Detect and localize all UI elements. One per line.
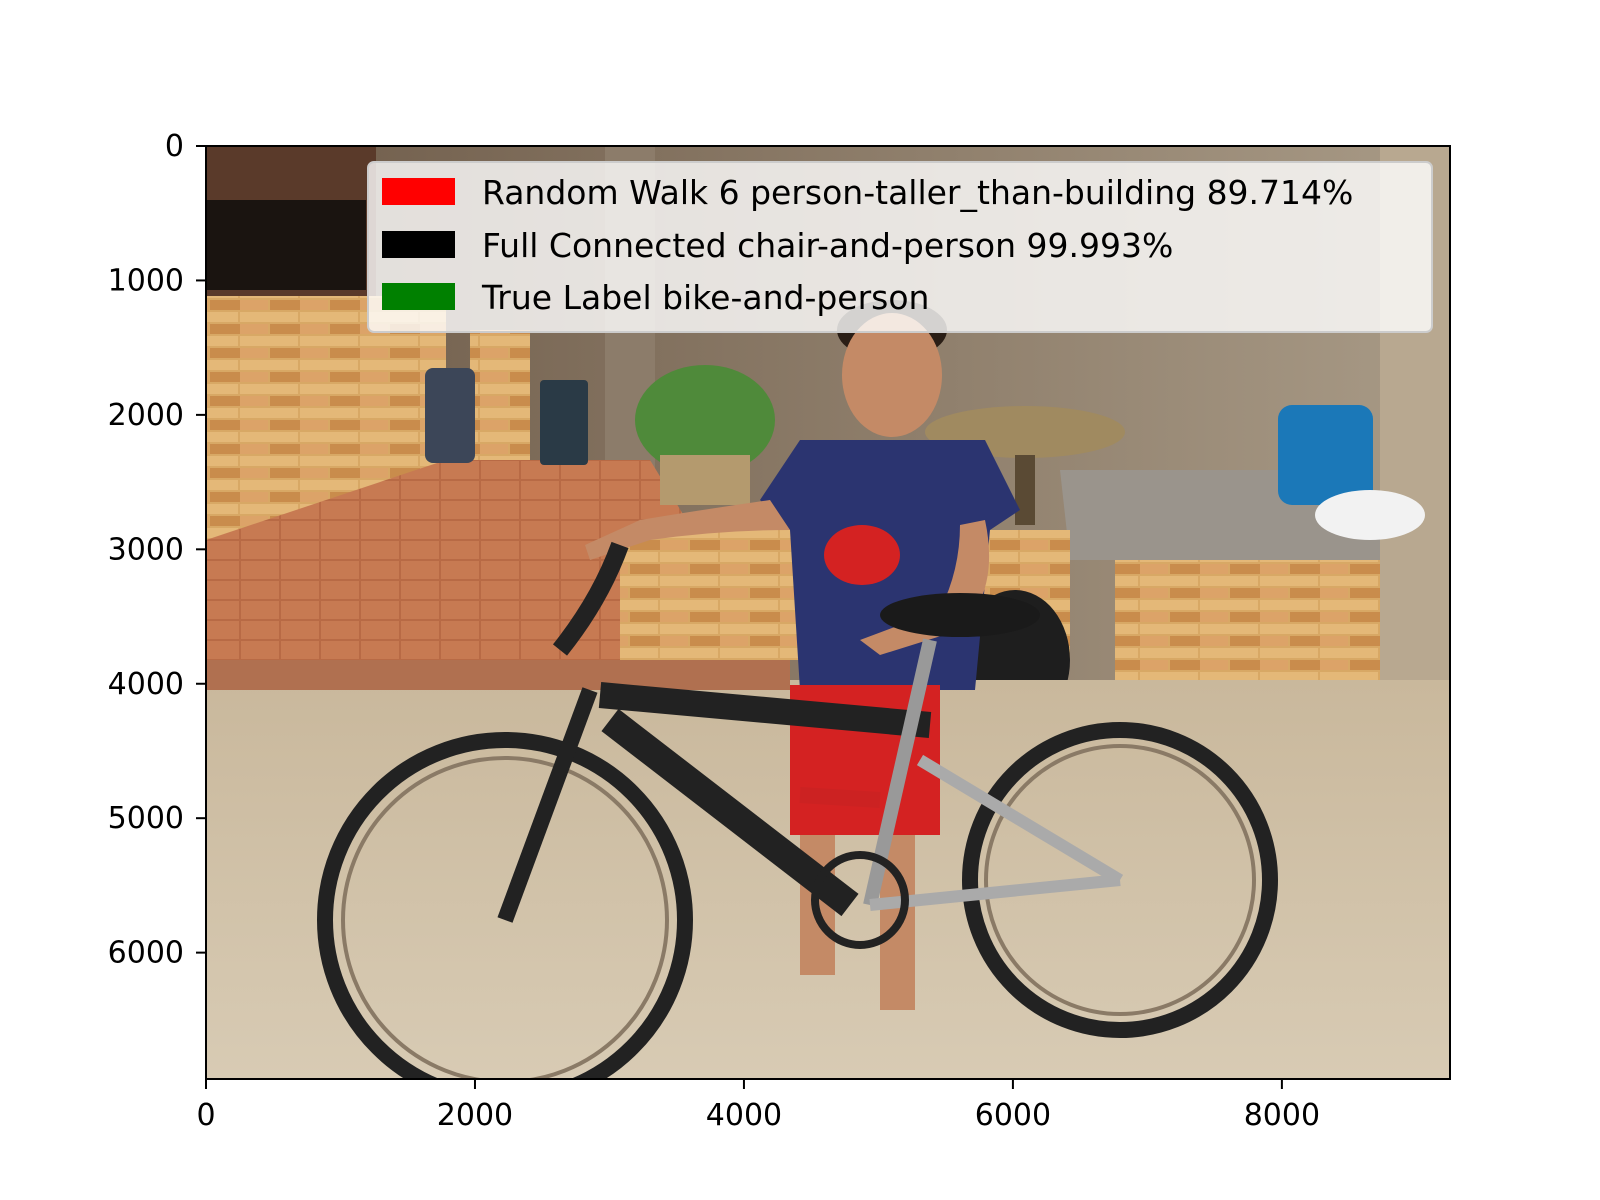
white-pot	[1315, 490, 1425, 540]
legend-swatch-random-walk	[382, 178, 455, 205]
legend: Random Walk 6 person-taller_than-buildin…	[367, 161, 1433, 333]
y-tick-label: 3000	[108, 532, 184, 567]
bike-saddle	[880, 593, 1040, 637]
bike-handlebar	[552, 541, 629, 656]
y-tick-label: 0	[165, 129, 184, 164]
bike-rear-wheel	[962, 722, 1278, 1038]
legend-box	[367, 161, 1433, 333]
y-axis-ticks: 0 1000 2000 3000 4000 5000 6000	[108, 129, 206, 971]
bike-fork	[497, 687, 598, 923]
bicycle	[317, 541, 1278, 1079]
legend-label-full-connected: Full Connected chair-and-person 99.993%	[482, 226, 1173, 265]
legend-label-random-walk: Random Walk 6 person-taller_than-buildin…	[482, 173, 1353, 212]
bike-down-tube	[601, 708, 859, 917]
x-axis-ticks: 0 2000 4000 6000 8000	[196, 1079, 1320, 1133]
y-tick-label: 6000	[108, 936, 184, 971]
boy-face	[842, 313, 942, 437]
x-tick-label: 2000	[437, 1098, 513, 1133]
floor-step	[206, 660, 790, 690]
y-tick-label: 4000	[108, 667, 184, 702]
bike-seat-stay	[916, 754, 1124, 886]
legend-swatch-true-label	[382, 283, 455, 310]
bike-chainring	[811, 851, 909, 949]
legend-label-true-label: True Label bike-and-person	[481, 278, 929, 317]
brick-pillar	[470, 330, 530, 480]
shirt-number	[824, 525, 900, 585]
table-leg	[1015, 455, 1035, 525]
plant-pot	[660, 455, 750, 505]
plant	[635, 365, 775, 475]
bike-top-tube	[598, 682, 932, 738]
bike-shock	[799, 787, 881, 808]
barbecue-opening	[206, 200, 366, 290]
x-tick-label: 4000	[706, 1098, 782, 1133]
plot-frame	[205, 145, 1451, 1080]
legend-swatch-full-connected	[382, 231, 455, 258]
trash-bin-gray	[425, 368, 475, 463]
y-tick-label: 2000	[108, 398, 184, 433]
bike-front-wheel	[317, 732, 693, 1079]
boy-left-arm	[585, 500, 790, 560]
x-tick-label: 8000	[1244, 1098, 1320, 1133]
x-tick-label: 6000	[975, 1098, 1051, 1133]
y-tick-label: 1000	[108, 263, 184, 298]
trash-bin-blue	[540, 380, 588, 465]
y-tick-label: 5000	[108, 801, 184, 836]
watering-can	[1278, 405, 1373, 505]
bike-rear-rim	[984, 744, 1256, 1016]
x-tick-label: 0	[196, 1098, 215, 1133]
bike-front-rim	[341, 756, 669, 1079]
bike-chain-stay	[869, 874, 1121, 911]
